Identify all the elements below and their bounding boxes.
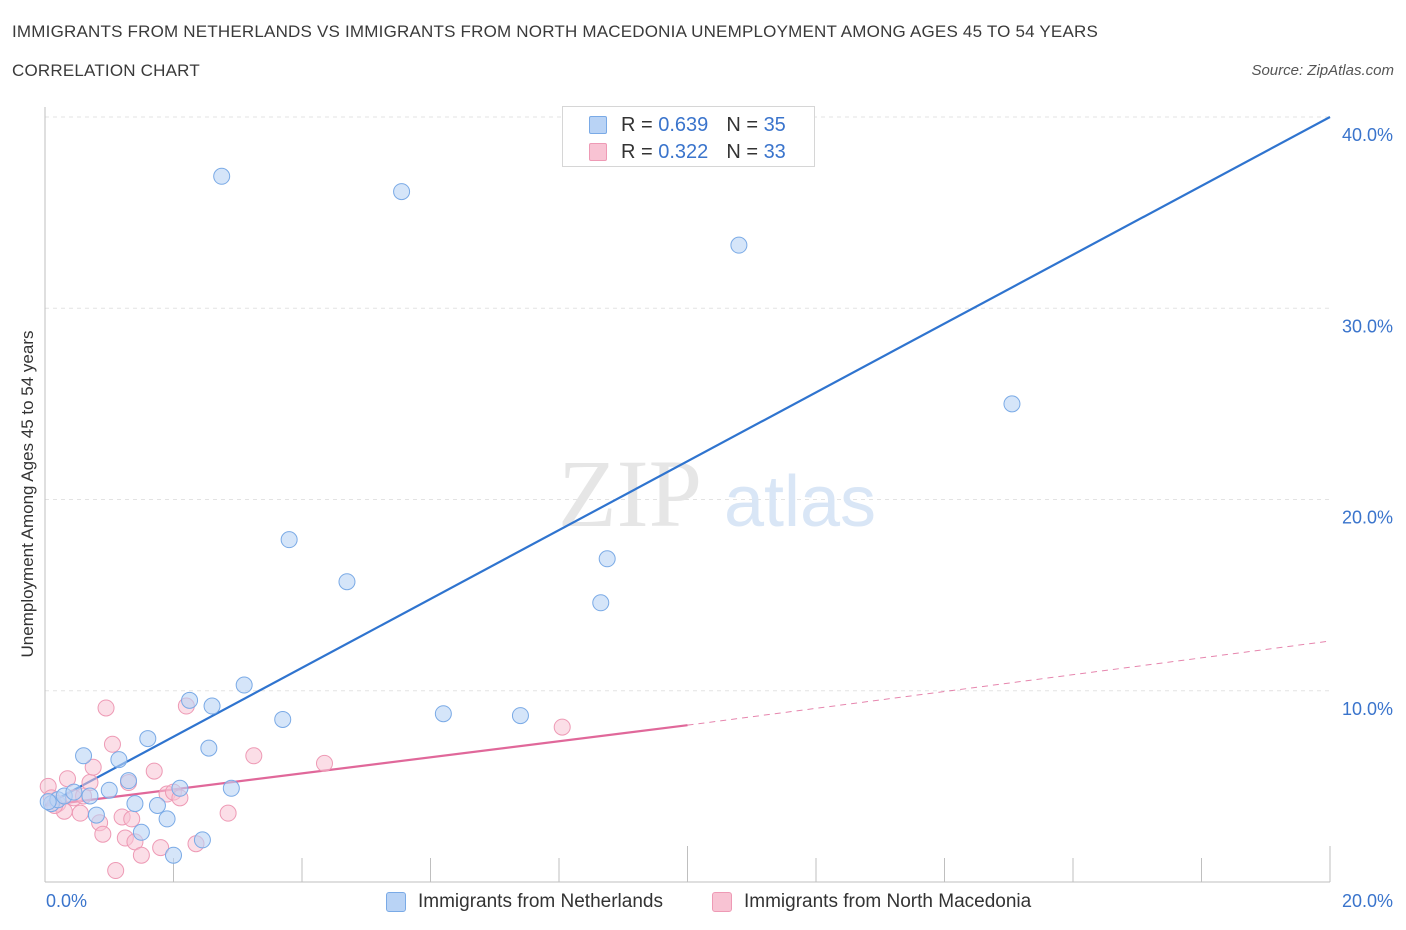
data-point-netherlands [81,787,99,805]
data-point-netherlands [730,236,748,254]
watermark-atlas: atlas [724,462,876,542]
data-point-netherlands [132,823,150,841]
data-point-netherlands [222,779,240,797]
data-point-netherlands [200,739,218,757]
chart-subtitle: CORRELATION CHART [12,61,200,80]
data-point-netherlands [100,781,118,799]
legend-swatch-macedonia [589,143,607,161]
legend-n-value: 35 [763,113,786,136]
legend-r-value: 0.322 [658,140,709,163]
data-point-macedonia [71,804,89,822]
data-point-netherlands [338,573,356,591]
legend-r-label: R = [621,113,653,136]
data-point-netherlands [120,772,138,790]
data-point-macedonia [315,754,333,772]
data-point-netherlands [165,846,182,864]
legend-swatch-netherlands [589,116,607,134]
legend-n-label: N = [726,140,758,163]
data-points [39,167,1021,880]
data-point-macedonia [132,846,150,864]
data-point-netherlands [592,594,610,612]
data-point-macedonia [84,758,102,776]
data-point-netherlands [110,751,128,769]
grid [45,116,1330,692]
data-point-netherlands [65,783,83,801]
data-point-macedonia [553,718,571,736]
y-tick-label: 10.0% [1342,699,1393,719]
trend-lines [44,116,1331,807]
y-tick-label: 20.0% [1342,508,1393,528]
data-point-netherlands [158,810,176,828]
legend-n-label: N = [726,113,758,136]
data-point-netherlands [171,779,189,797]
trend-line-macedonia [44,724,688,807]
x-tick-label: 20.0% [1342,891,1393,911]
series-legend-netherlands: Immigrants from Netherlands [386,889,663,915]
data-point-netherlands [148,797,166,814]
data-point-macedonia [145,762,163,780]
data-point-netherlands [434,705,452,723]
series-swatch-netherlands [386,892,406,912]
data-point-netherlands [1003,395,1021,413]
data-point-macedonia [152,839,170,857]
data-point-macedonia [97,699,115,717]
chart-title: IMMIGRANTS FROM NETHERLANDS VS IMMIGRANT… [12,22,1099,41]
trend-line-netherlands [44,116,1331,807]
data-point-netherlands [39,793,57,811]
y-tick-label: 30.0% [1342,316,1393,336]
legend-n-value: 33 [763,140,786,163]
series-label-netherlands: Immigrants from Netherlands [418,891,663,912]
data-point-netherlands [511,707,529,725]
axes [44,107,1331,883]
watermark-zip: ZIP [558,440,702,547]
data-point-netherlands [235,676,253,694]
source-label: Source: ZipAtlas.com [1251,62,1394,79]
legend-r-label: R = [621,140,653,163]
data-point-macedonia [219,804,237,822]
series-legend-macedonia: Immigrants from North Macedonia [712,889,1031,915]
data-point-netherlands [126,795,144,813]
data-point-netherlands [75,747,93,765]
legend-r-value: 0.639 [658,113,709,136]
data-point-macedonia [123,810,141,828]
correlation-legend: R = 0.639 N = 35 R = 0.322 N = 33 [562,106,815,167]
data-point-netherlands [280,531,298,549]
y-axis-title: Unemployment Among Ages 45 to 54 years [18,330,37,658]
data-point-netherlands [203,697,221,715]
data-point-netherlands [87,806,105,824]
data-point-netherlands [193,831,211,849]
data-point-netherlands [274,710,292,728]
tick-labels: 10.0% 20.0% 30.0% 40.0% 0.0% 20.0% [46,125,1393,911]
x-tick-label: 0.0% [46,891,87,911]
data-point-netherlands [139,730,157,748]
data-point-netherlands [213,167,231,185]
series-swatch-macedonia [712,892,732,912]
trend-line-macedonia-extension [687,640,1331,726]
series-label-macedonia: Immigrants from North Macedonia [744,891,1032,912]
data-point-macedonia [245,747,263,765]
data-point-macedonia [107,862,125,880]
y-tick-label: 40.0% [1342,125,1393,145]
data-point-netherlands [598,550,616,568]
data-point-netherlands [181,691,199,709]
watermark: ZIP atlas [558,440,876,547]
legend-row-macedonia: R = 0.322 N = 33 [589,140,786,164]
data-point-netherlands [393,183,411,201]
data-point-macedonia [94,825,112,843]
legend-row-netherlands: R = 0.639 N = 35 [589,113,786,137]
data-point-macedonia [103,735,121,753]
